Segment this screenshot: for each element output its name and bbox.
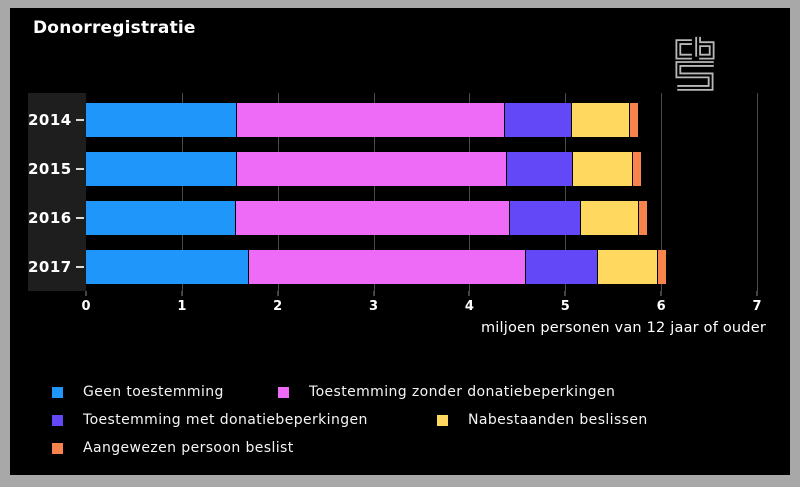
bar-segment [248, 250, 526, 284]
y-axis-label-2014: 2014 [28, 103, 86, 137]
x-tick-icon [564, 291, 566, 296]
legend-swatch-icon [278, 386, 289, 398]
y-axis-label-2017: 2017 [28, 250, 86, 284]
x-tick-label: 5 [560, 299, 570, 314]
bar-segment [630, 103, 640, 137]
x-tick-icon [468, 291, 470, 296]
year-text: 2017 [28, 258, 72, 276]
bar-segment [237, 103, 505, 137]
legend-item: Geen toestemming [52, 384, 224, 400]
x-tick-icon [373, 291, 375, 296]
y-axis-label-2015: 2015 [28, 152, 86, 186]
bar-segment [86, 103, 238, 137]
y-axis-panel: 2014 2015 2016 2017 [28, 93, 86, 291]
legend-label: Toestemming zonder donatiebeperkingen [309, 384, 616, 400]
x-tick-label: 3 [369, 299, 379, 314]
x-tick-label: 4 [464, 299, 474, 314]
bar-row-2016 [86, 201, 757, 235]
bar-segment [580, 201, 640, 235]
legend-label: Aangewezen persoon beslist [83, 440, 294, 456]
bar-segment [236, 201, 510, 235]
gridline [757, 93, 758, 291]
y-tick-icon [75, 119, 84, 121]
x-tick-label: 6 [656, 299, 666, 314]
gridline [661, 93, 663, 291]
x-tick-icon [660, 291, 662, 296]
legend-item: Toestemming zonder donatiebeperkingen [278, 384, 615, 400]
bar-row-2015 [86, 152, 757, 186]
bar-segment [509, 201, 581, 235]
y-tick-icon [75, 266, 84, 268]
bar-segment [86, 250, 249, 284]
x-tick-label: 7 [752, 299, 762, 314]
bar-segment [86, 201, 237, 235]
bar-segment [572, 152, 634, 186]
legend-swatch-icon [52, 414, 63, 426]
legend-label: Geen toestemming [83, 384, 224, 400]
plot-area [86, 93, 758, 291]
y-axis-label-2016: 2016 [28, 201, 86, 235]
x-tick-label: 2 [273, 299, 283, 314]
x-tick-icon [85, 291, 87, 296]
legend-label: Nabestaanden beslissen [468, 412, 648, 428]
year-text: 2014 [28, 111, 72, 129]
gridline [565, 93, 567, 291]
gridline [373, 93, 375, 291]
gridline [181, 93, 183, 291]
bar-row-2014 [86, 103, 757, 137]
bar-segment [237, 152, 507, 186]
year-text: 2016 [28, 209, 72, 227]
chart-title: Donorregistratie [33, 18, 196, 38]
legend-swatch-icon [52, 442, 63, 454]
bar-segment [571, 103, 631, 137]
bar-segment [597, 250, 659, 284]
x-axis: 0 1 2 3 4 5 6 7 [81, 291, 762, 321]
bar-segment [504, 103, 572, 137]
bar-segment [633, 152, 642, 186]
legend-swatch-icon [437, 414, 448, 426]
legend-swatch-icon [52, 386, 63, 398]
bar-row-2017 [86, 250, 757, 284]
legend-item: Toestemming met donatiebeperkingen [52, 412, 368, 428]
x-tick-icon [277, 291, 279, 296]
bar-segment [639, 201, 648, 235]
year-text: 2015 [28, 160, 72, 178]
bar-segment [506, 152, 573, 186]
legend-item: Aangewezen persoon beslist [52, 440, 294, 456]
x-tick-label: 1 [177, 299, 187, 314]
x-tick-icon [181, 291, 183, 296]
y-tick-icon [75, 217, 84, 219]
gridline [469, 93, 471, 291]
legend-item: Nabestaanden beslissen [437, 412, 648, 428]
legend-label: Toestemming met donatiebeperkingen [83, 412, 368, 428]
bar-segment [525, 250, 598, 284]
gridline [277, 93, 279, 291]
x-axis-label: miljoen personen van 12 jaar of ouder [480, 320, 766, 336]
bar-segment [86, 152, 238, 186]
y-tick-icon [75, 168, 84, 170]
chart-canvas: Donorregistratie 2014 2015 2016 2017 0 1 2 3 4 5… [10, 8, 790, 475]
bar-segment [658, 250, 667, 284]
cbs-logo-icon [675, 36, 715, 91]
x-tick-icon [756, 291, 758, 296]
x-tick-label: 0 [81, 299, 91, 314]
